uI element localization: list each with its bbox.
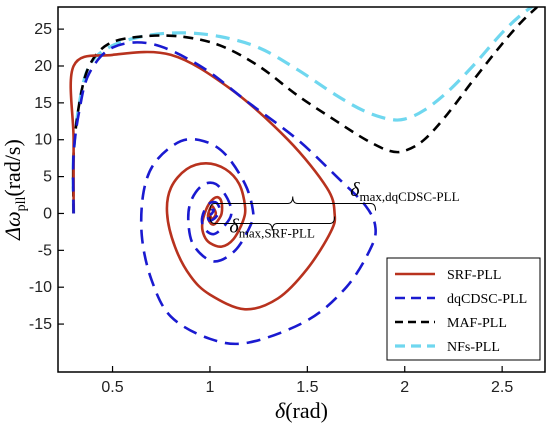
y-tick-label: 5: [43, 169, 52, 186]
legend-label: NFs-PLL: [447, 340, 500, 355]
y-tick-label: 25: [34, 21, 52, 38]
x-tick-label: 1: [205, 379, 214, 396]
annotation-label-srf: δmax,SRF-PLL: [229, 216, 315, 241]
legend-label: SRF-PLL: [447, 268, 501, 283]
x-axis-title: δ(rad): [275, 398, 328, 423]
curves-layer: [69, 7, 539, 346]
y-axis-title: Δωpll(rad/s): [0, 139, 29, 241]
series-line-nfs-pll: [71, 7, 535, 214]
axis-titles: δ(rad) Δωpll(rad/s): [0, 139, 328, 423]
y-tick-label: -10: [29, 279, 52, 296]
y-tick-label: -5: [38, 242, 52, 259]
y-tick-label: 0: [43, 205, 52, 222]
annotation-layer: δmax,dqCDSC-PLL δmax,SRF-PLL: [209, 179, 460, 241]
x-tick-label: 0.5: [101, 379, 123, 396]
ticks-layer: 0.5 1 1.5 2 2.5 -15 -10 -5 0 5 10 15 20 25: [29, 21, 513, 396]
series-line-maf-pll: [71, 7, 539, 214]
annotation-brace-dqcdsc: [209, 196, 377, 211]
x-tick-label: 2: [400, 379, 409, 396]
y-tick-label: 10: [34, 132, 52, 149]
annotation-label-dqcdsc: δmax,dqCDSC-PLL: [350, 179, 459, 204]
x-tick-label: 1.5: [296, 379, 318, 396]
y-tick-label: 15: [34, 95, 52, 112]
y-tick-label: -15: [29, 316, 52, 333]
y-tick-label: 20: [34, 58, 52, 75]
legend: SRF-PLL dqCDSC-PLL MAF-PLL NFs-PLL: [386, 257, 541, 361]
series-line-srf-pll: [69, 50, 337, 311]
legend-label: dqCDSC-PLL: [447, 292, 527, 307]
x-tick-label: 2.5: [491, 379, 513, 396]
legend-label: MAF-PLL: [447, 316, 507, 331]
series-line-dqcdsc-pll: [71, 41, 377, 346]
plot-frame: [57, 6, 546, 373]
